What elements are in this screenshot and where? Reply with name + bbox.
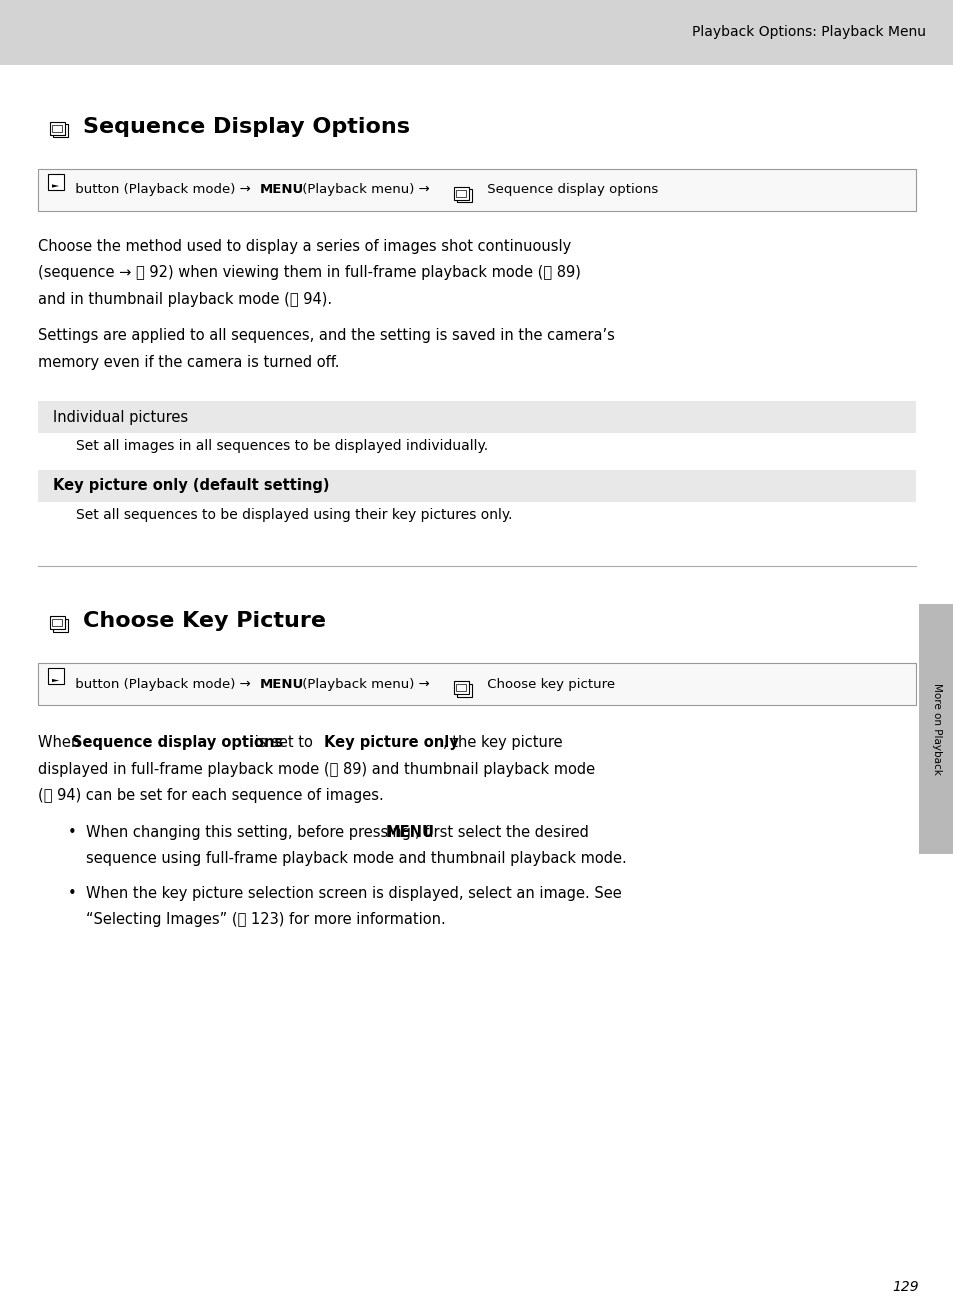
Text: Sequence Display Options: Sequence Display Options [83,117,410,137]
FancyBboxPatch shape [38,170,915,212]
Text: More on Playback: More on Playback [930,683,941,775]
Text: (sequence → ⧉ 92) when viewing them in full-frame playback mode (⧉ 89): (sequence → ⧉ 92) when viewing them in f… [38,265,580,280]
Text: and in thumbnail playback mode (⧉ 94).: and in thumbnail playback mode (⧉ 94). [38,292,332,307]
FancyBboxPatch shape [454,682,469,695]
Text: •: • [68,886,76,901]
FancyBboxPatch shape [456,685,466,691]
Text: When the key picture selection screen is displayed, select an image. See: When the key picture selection screen is… [86,886,621,901]
Text: Sequence display options: Sequence display options [71,736,283,750]
FancyBboxPatch shape [53,619,68,632]
Text: Set all images in all sequences to be displayed individually.: Set all images in all sequences to be di… [76,439,488,453]
FancyBboxPatch shape [38,470,915,502]
Text: When changing this setting, before pressing: When changing this setting, before press… [86,825,416,840]
Text: sequence using full-frame playback mode and thumbnail playback mode.: sequence using full-frame playback mode … [86,851,626,866]
Text: 129: 129 [891,1280,918,1294]
Text: Sequence display options: Sequence display options [482,184,658,197]
Text: When: When [38,736,85,750]
Text: , the key picture: , the key picture [442,736,562,750]
Text: button (Playback mode) →: button (Playback mode) → [71,678,254,691]
Polygon shape [52,184,59,188]
Text: (Playback menu) →: (Playback menu) → [297,184,434,197]
FancyBboxPatch shape [38,402,915,434]
Text: Settings are applied to all sequences, and the setting is saved in the camera’s: Settings are applied to all sequences, a… [38,328,615,343]
Text: Choose key picture: Choose key picture [482,678,615,691]
Text: MENU: MENU [260,184,304,197]
Text: MENU: MENU [260,678,304,691]
Text: displayed in full-frame playback mode (⧉ 89) and thumbnail playback mode: displayed in full-frame playback mode (⧉… [38,762,595,777]
FancyBboxPatch shape [918,604,953,854]
FancyBboxPatch shape [0,0,953,64]
FancyBboxPatch shape [454,187,469,200]
FancyBboxPatch shape [50,616,65,629]
FancyBboxPatch shape [38,664,915,706]
FancyBboxPatch shape [52,125,62,131]
Text: , first select the desired: , first select the desired [415,825,588,840]
Text: Key picture only: Key picture only [324,736,458,750]
FancyBboxPatch shape [53,125,68,138]
Text: Key picture only (default setting): Key picture only (default setting) [53,478,329,494]
FancyBboxPatch shape [456,189,472,202]
Text: (⧉ 94) can be set for each sequence of images.: (⧉ 94) can be set for each sequence of i… [38,788,383,803]
FancyBboxPatch shape [456,191,466,197]
Text: is set to: is set to [250,736,316,750]
FancyBboxPatch shape [52,619,62,627]
Text: Set all sequences to be displayed using their key pictures only.: Set all sequences to be displayed using … [76,509,512,522]
FancyBboxPatch shape [50,122,65,135]
Text: “Selecting Images” (⧉ 123) for more information.: “Selecting Images” (⧉ 123) for more info… [86,912,445,928]
Text: •: • [68,825,76,840]
Text: Choose the method used to display a series of images shot continuously: Choose the method used to display a seri… [38,239,571,254]
Polygon shape [52,679,59,682]
FancyBboxPatch shape [48,173,64,191]
Text: MENU: MENU [385,825,434,840]
Text: Playback Options: Playback Menu: Playback Options: Playback Menu [691,25,925,39]
Text: memory even if the camera is turned off.: memory even if the camera is turned off. [38,355,339,371]
FancyBboxPatch shape [456,683,472,696]
Text: Individual pictures: Individual pictures [53,410,188,424]
Text: (Playback menu) →: (Playback menu) → [297,678,434,691]
Text: Choose Key Picture: Choose Key Picture [83,611,326,632]
Text: button (Playback mode) →: button (Playback mode) → [71,184,254,197]
FancyBboxPatch shape [48,669,64,685]
